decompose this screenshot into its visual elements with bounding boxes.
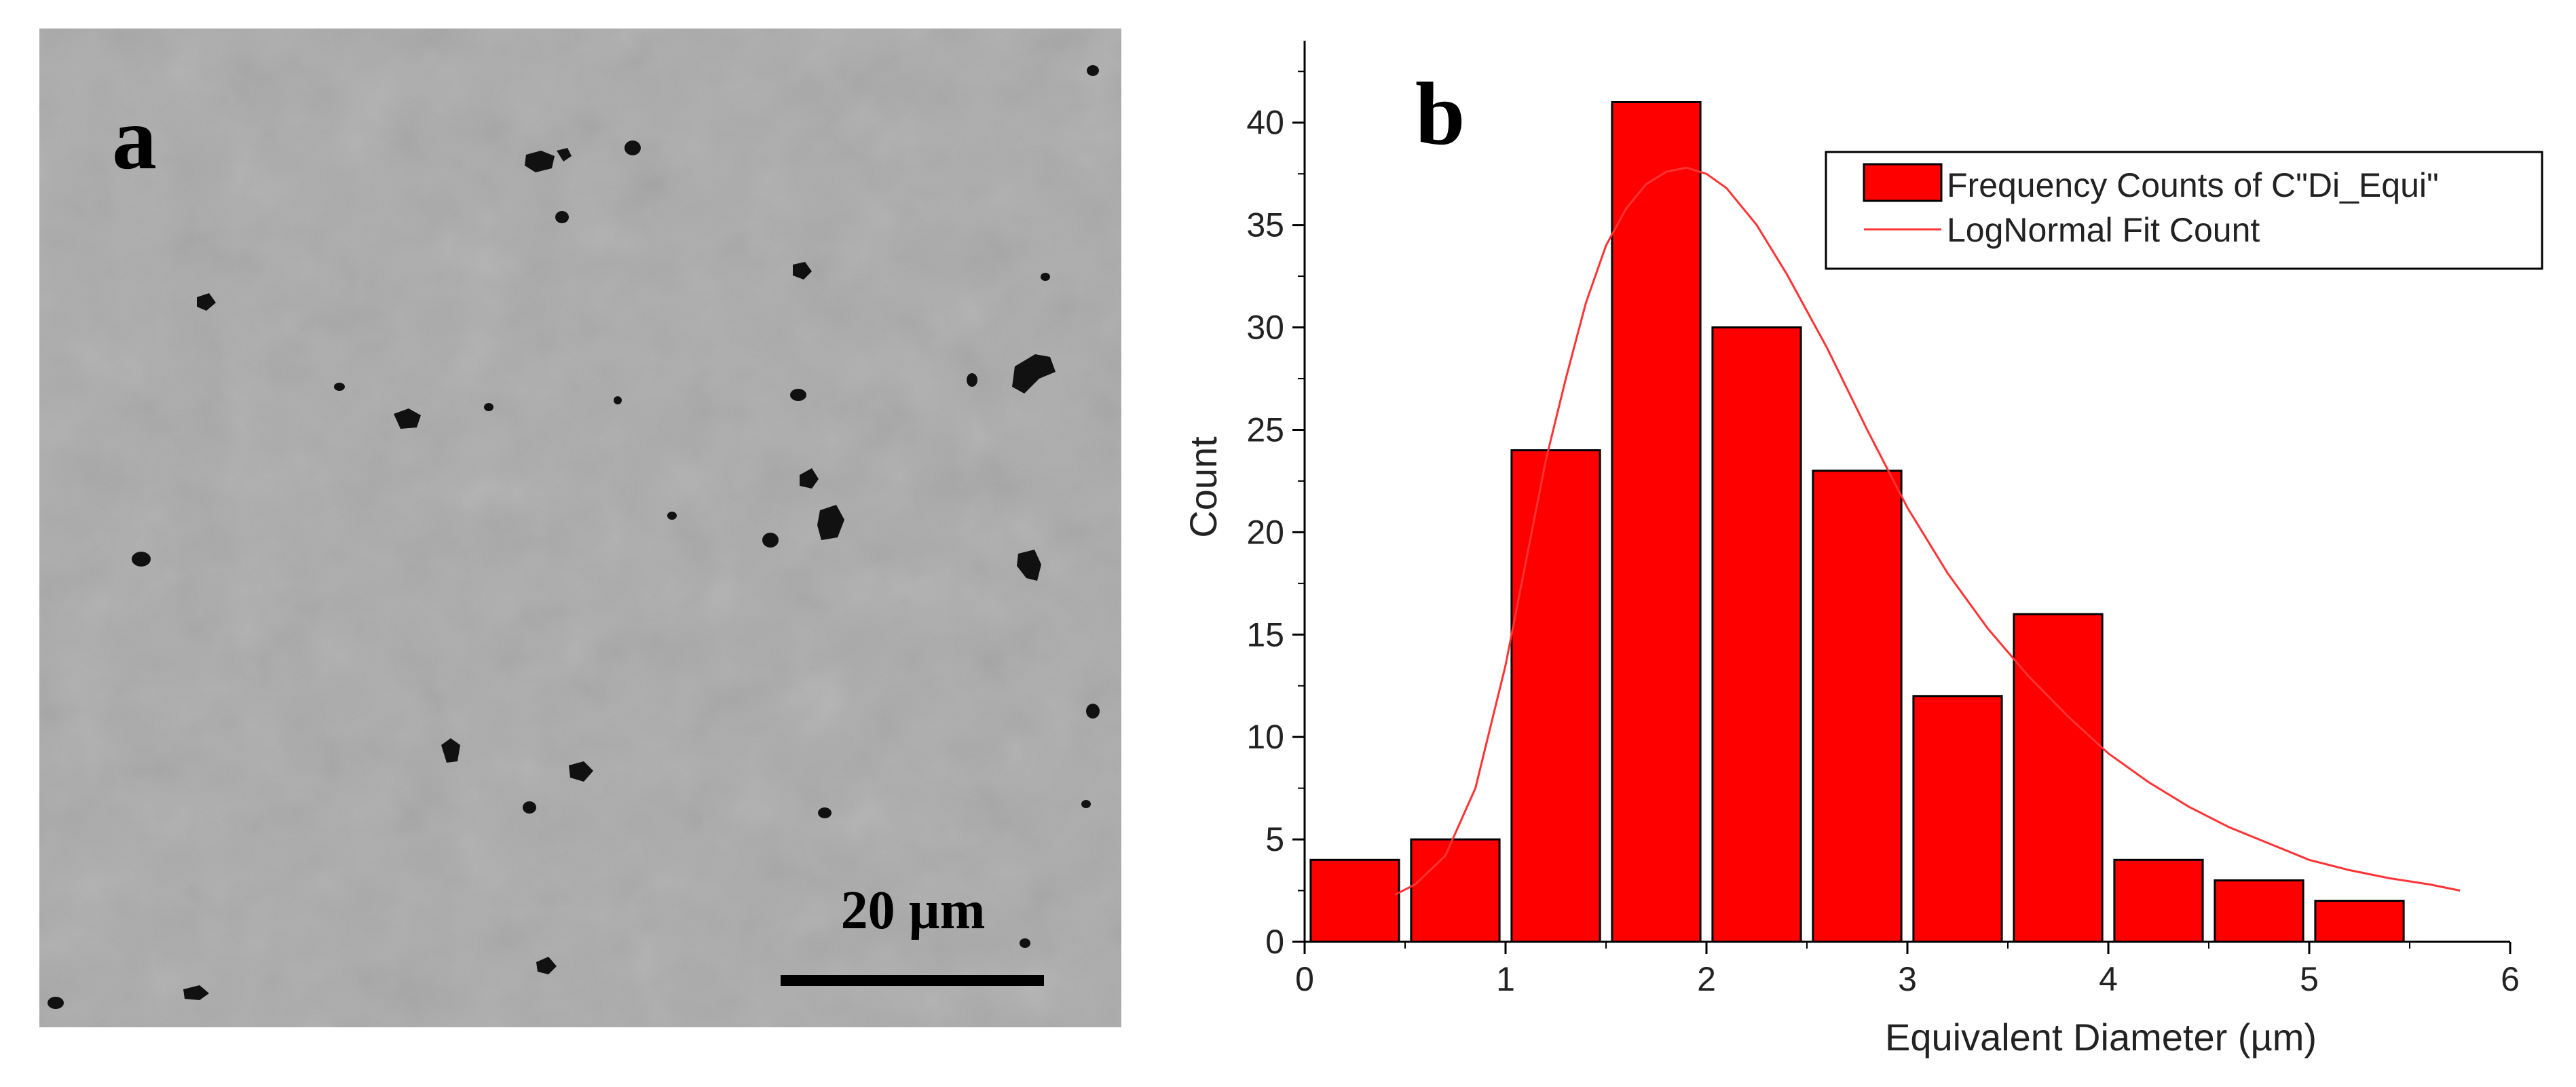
scale-bar-label: 20 µm	[841, 881, 986, 940]
histogram-bar	[1410, 838, 1501, 943]
pore	[790, 389, 806, 401]
legend-label-fit: LogNormal Fit Count	[1947, 211, 2260, 249]
y-axis-label: Count	[1182, 436, 1225, 538]
legend-label-bars: Frequency Counts of C"Di_Equi"	[1947, 166, 2439, 204]
bars-group	[1309, 101, 2405, 943]
x-tick-label: 6	[2501, 960, 2520, 998]
pore	[48, 997, 64, 1009]
pore	[1081, 800, 1091, 808]
x-tick-label: 1	[1496, 960, 1515, 998]
pore	[441, 738, 460, 763]
pore	[394, 408, 421, 429]
histogram-bar	[2214, 879, 2304, 943]
pore	[1017, 550, 1041, 581]
pore	[523, 801, 536, 814]
pore	[624, 140, 641, 155]
pore	[967, 373, 977, 387]
pore	[132, 552, 151, 567]
noise-texture	[39, 28, 1121, 1027]
pore	[817, 505, 844, 540]
pore	[555, 211, 569, 223]
x-tick-label: 3	[1898, 960, 1917, 998]
pore	[762, 533, 779, 548]
micrograph-image	[39, 28, 1121, 1027]
pore	[1086, 704, 1100, 719]
histogram-bar	[2314, 900, 2405, 943]
histogram-bar	[1711, 326, 1802, 943]
pore	[334, 383, 345, 391]
legend-bar-swatch	[1863, 163, 1943, 202]
pore	[1012, 354, 1056, 394]
pore	[557, 148, 572, 161]
y-tick-label: 5	[1265, 820, 1284, 858]
pore	[484, 403, 493, 411]
pore	[569, 761, 593, 782]
pore	[183, 985, 209, 1000]
x-tick-label: 0	[1295, 960, 1314, 998]
pore	[1087, 65, 1099, 76]
histogram-bar	[2013, 613, 2104, 943]
pore	[536, 957, 557, 974]
histogram-bar	[1510, 449, 1601, 943]
legend: Frequency Counts of C"Di_Equi" LogNormal…	[1825, 151, 2543, 270]
y-tick-label: 0	[1265, 923, 1284, 961]
histogram-bar	[1611, 101, 1702, 943]
scale-bar	[781, 975, 1044, 986]
panel-a-label: a	[112, 88, 157, 188]
legend-box	[1825, 151, 2543, 270]
histogram-bar	[1912, 695, 2003, 943]
lognormal-fit-line	[1394, 166, 2461, 896]
y-tick-label: 10	[1246, 718, 1284, 756]
x-tick-label: 4	[2099, 960, 2118, 998]
x-tick-label: 5	[2300, 960, 2319, 998]
histogram-bar	[1309, 858, 1400, 943]
y-ticks: 0 5 10 15 20 25 30 35 40	[1246, 71, 1305, 961]
pore	[1041, 273, 1050, 281]
x-ticks: 0 1 2 3 4 5 6	[1295, 942, 2520, 998]
pore	[818, 807, 832, 818]
pore	[614, 396, 622, 404]
y-tick-label: 20	[1246, 513, 1284, 551]
pore	[800, 468, 819, 489]
pore	[1020, 938, 1030, 948]
pore	[197, 293, 216, 311]
histogram-bar	[1812, 470, 1903, 943]
y-tick-label: 40	[1246, 104, 1284, 142]
y-tick-label: 35	[1246, 206, 1284, 244]
x-tick-label: 2	[1697, 960, 1716, 998]
y-tick-label: 15	[1246, 615, 1284, 653]
pores	[48, 65, 1100, 1009]
pore	[667, 512, 677, 520]
y-tick-label: 30	[1246, 309, 1284, 347]
y-tick-label: 25	[1246, 411, 1284, 449]
pore	[793, 262, 812, 280]
x-axis-label: Equivalent Diameter (µm)	[1885, 1016, 2317, 1059]
pore	[525, 151, 555, 172]
panel-b-label: b	[1415, 64, 1465, 164]
histogram-bar	[2113, 858, 2204, 943]
